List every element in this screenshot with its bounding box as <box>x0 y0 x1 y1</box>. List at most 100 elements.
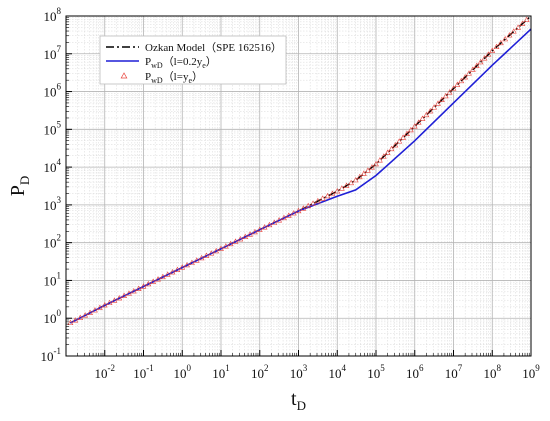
legend-marker-triangle <box>120 72 128 79</box>
x-tick-exponent: 4 <box>342 363 347 373</box>
triangle-marker <box>469 66 476 72</box>
legend-label-suffix-end: ） <box>192 70 203 83</box>
y-tick-exponent: 6 <box>57 82 62 92</box>
triangle-marker <box>338 185 345 191</box>
y-tick-label: 103 <box>44 195 62 213</box>
triangle-marker <box>360 170 367 176</box>
y-tick-exponent: 1 <box>57 270 62 280</box>
x-tick-exponent: 9 <box>535 363 540 373</box>
triangle-marker <box>364 167 371 173</box>
y-tick-exponent: 3 <box>57 195 62 205</box>
legend-label-main: P <box>145 71 151 83</box>
legend: Ozkan Model（SPE 162516）PwD（l=0.2ye）PwD（l… <box>99 35 287 85</box>
triangle-marker <box>319 195 326 201</box>
x-tick-label: 108 <box>484 363 502 381</box>
x-tick-label: 103 <box>290 363 308 381</box>
triangle-marker <box>485 51 492 57</box>
x-tick-label: 105 <box>367 363 385 381</box>
triangle-marker <box>466 70 472 76</box>
x-tick-label: 102 <box>251 363 269 381</box>
triangle-marker <box>213 247 220 254</box>
y-tick-base: 10 <box>44 160 57 175</box>
triangle-marker <box>310 200 316 206</box>
y-tick-label: 107 <box>44 44 62 62</box>
triangle-marker <box>271 219 278 225</box>
triangle-marker <box>477 58 484 65</box>
triangle-marker <box>276 217 283 223</box>
x-tick-label: 10-2 <box>95 363 116 381</box>
triangle-marker <box>290 210 297 216</box>
triangle-marker <box>497 39 504 46</box>
y-tick-base: 10 <box>44 47 57 62</box>
triangle-marker <box>169 269 176 275</box>
y-tick-label: 100 <box>44 308 62 326</box>
series-line-1 <box>70 28 532 324</box>
triangle-marker <box>473 62 480 68</box>
x-tick-label: 10-1 <box>133 363 154 381</box>
y-axis-label-sub: D <box>17 176 32 185</box>
triangle-marker <box>458 77 465 84</box>
triangle-marker <box>82 312 89 318</box>
triangle-marker <box>489 47 496 53</box>
x-tick-exponent: 5 <box>380 363 385 373</box>
triangle-marker <box>232 238 239 244</box>
y-tick-exponent: 2 <box>57 233 62 243</box>
triangle-marker <box>329 190 336 196</box>
triangle-marker <box>159 273 166 280</box>
x-tick-label: 106 <box>406 363 424 381</box>
triangle-marker <box>135 285 142 291</box>
triangle-marker <box>72 317 79 323</box>
triangle-marker <box>493 43 500 50</box>
tick-labels: 10-2 10-1 100 101 102 103 104 105 106 107 108 10910… <box>41 6 541 381</box>
triangle-marker <box>506 32 513 38</box>
y-tick-exponent: 0 <box>57 308 62 318</box>
x-tick-base: 10 <box>522 366 535 381</box>
triangle-marker <box>502 35 509 42</box>
legend-label-suffix-sub: e <box>202 61 206 70</box>
triangle-marker <box>150 278 157 284</box>
x-tick-base: 10 <box>95 366 108 381</box>
triangle-marker <box>419 115 426 121</box>
triangle-marker <box>130 287 137 294</box>
x-axis-label-sub: D <box>297 398 306 413</box>
y-axis-label-main: P <box>7 185 29 196</box>
y-tick-label: 104 <box>44 157 62 175</box>
y-tick-label: 102 <box>44 233 62 251</box>
y-tick-exponent: 5 <box>57 119 62 129</box>
triangle-marker <box>155 276 161 282</box>
x-tick-exponent: 7 <box>458 363 463 373</box>
triangle-marker <box>376 157 383 163</box>
triangle-marker <box>352 176 359 183</box>
triangle-marker <box>450 85 457 91</box>
triangle-marker <box>519 20 526 26</box>
triangle-marker <box>415 119 422 125</box>
x-tick-label: 100 <box>174 363 192 381</box>
triangle-marker <box>198 254 205 261</box>
triangle-marker <box>222 243 229 249</box>
legend-label-sub: wD <box>151 61 163 70</box>
triangle-marker <box>348 179 355 186</box>
x-tick-base: 10 <box>329 366 342 381</box>
x-tick-label: 107 <box>445 363 463 381</box>
triangle-marker <box>373 160 379 167</box>
y-tick-base: 10 <box>44 311 57 326</box>
triangle-marker <box>266 221 273 228</box>
legend-label-sub: wD <box>151 76 163 85</box>
x-tick-base: 10 <box>174 366 187 381</box>
triangle-marker <box>101 302 108 308</box>
triangle-marker <box>140 283 147 289</box>
triangle-marker <box>356 173 363 180</box>
triangle-marker <box>261 224 268 230</box>
y-tick-base: 10 <box>44 198 57 213</box>
y-tick-label: 10-1 <box>41 346 62 364</box>
triangle-marker <box>411 123 418 129</box>
triangle-marker <box>300 205 307 211</box>
triangle-marker <box>510 28 517 34</box>
grid <box>65 15 532 357</box>
triangle-marker <box>423 111 430 118</box>
series-markers-2 <box>67 16 530 326</box>
triangle-marker <box>247 231 253 237</box>
triangle-marker <box>462 74 469 80</box>
triangle-marker <box>92 307 98 313</box>
